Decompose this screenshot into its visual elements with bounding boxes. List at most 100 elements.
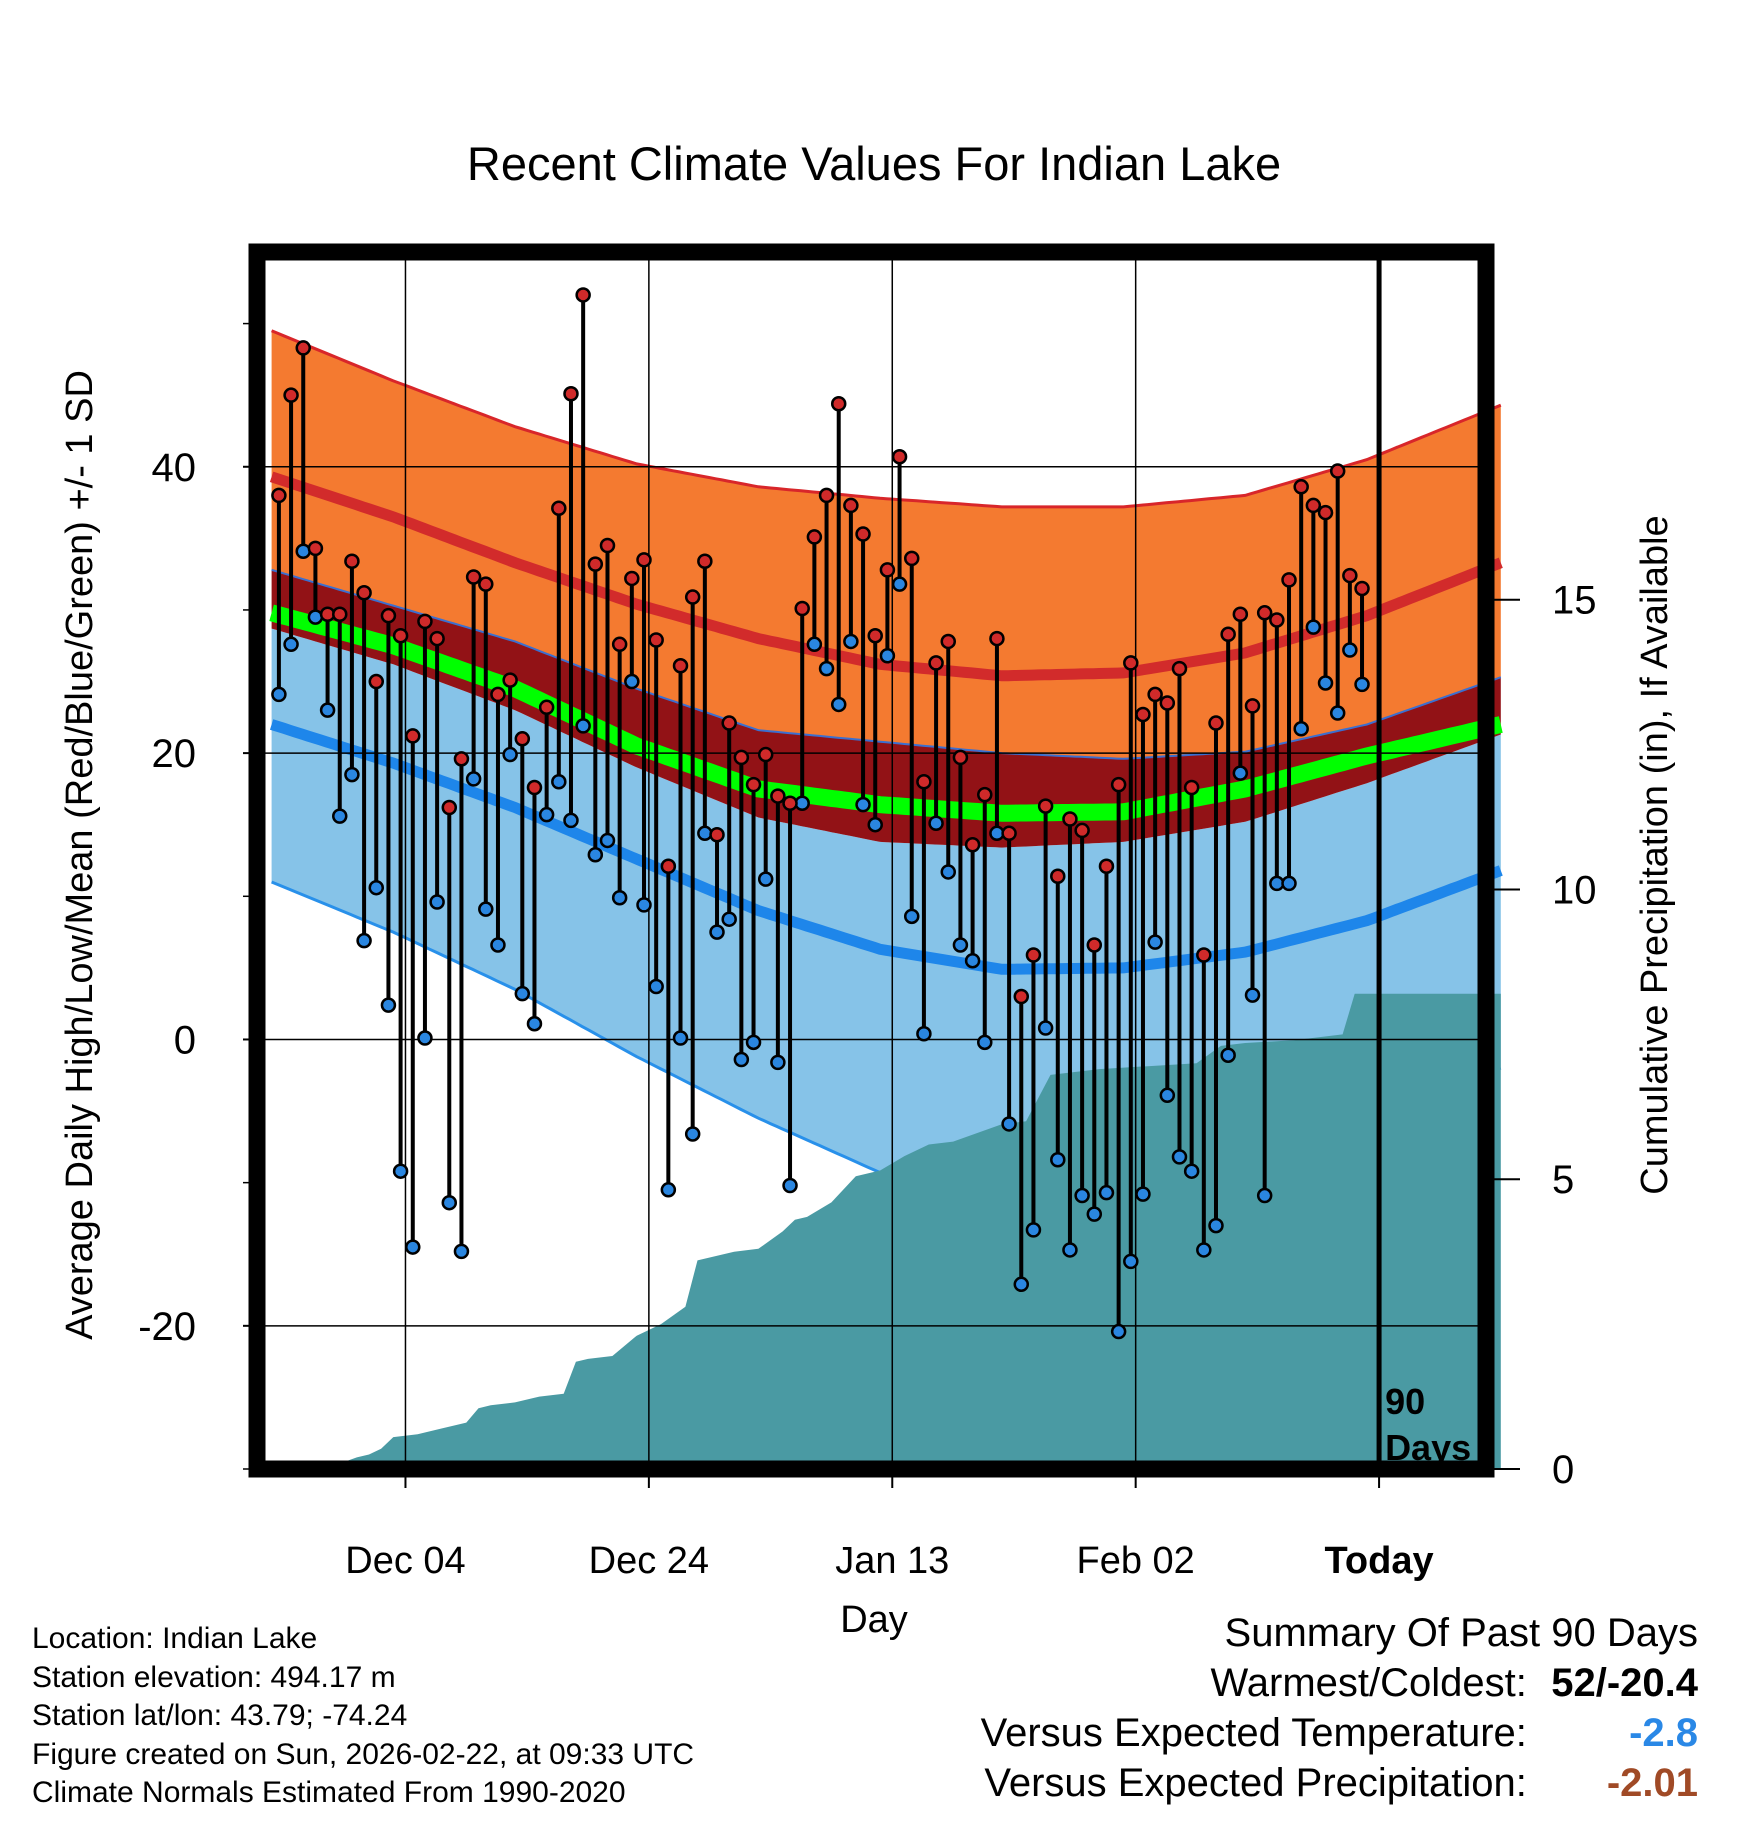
daily-low-point [806,636,823,653]
daily-high-point [1208,715,1224,731]
daily-low-point [1159,1087,1176,1104]
daily-high-point [538,699,555,716]
daily-high-point [903,550,920,567]
x-tick-label: Today [1325,1540,1434,1582]
daily-low-point [514,985,531,1002]
daily-high-point [1317,504,1334,521]
daily-low-point [733,1051,750,1068]
daily-low-point [441,1194,458,1211]
daily-low-point [1147,934,1163,950]
daily-low-point [1220,1047,1236,1063]
daily-low-point [1171,1149,1188,1165]
daily-low-point [672,1030,689,1046]
daily-high-point [575,287,591,303]
y-axis-left: -20 0 20 40 [138,322,257,1470]
warm-cold-value: 52/-20.4 [1551,1661,1698,1705]
daily-low-point [1232,765,1249,781]
daily-low-point [818,660,835,677]
daily-high-point [295,340,311,356]
y2-tick-label: 5 [1552,1158,1574,1202]
daily-low-point [940,864,957,880]
daily-low-point [1062,1242,1078,1258]
daily-high-point [526,779,543,796]
x-axis: Dec 04 Dec 24 Jan 13 Feb 02 Today [345,1469,1434,1582]
daily-high-point [952,749,969,766]
daily-high-point [1281,572,1297,588]
daily-low-point [1196,1242,1212,1258]
daily-low-point [1123,1253,1139,1270]
daily-high-point [344,553,360,570]
daily-low-point [891,576,908,592]
daily-low-point [332,808,348,824]
plot-area: -20 0 20 40 0 5 10 15 Dec 04 Dec 24 Jan 13 Feb 02 To… [138,243,1597,1582]
summary-precip: Versus Expected Precipitation: -2.01 [981,1758,1698,1808]
daily-low-point [709,924,725,940]
daily-low-point [295,543,311,559]
daily-high-point [709,826,725,843]
daily-high-point [441,799,458,816]
summary-warm-cold: Warmest/Coldest: 52/-20.4 [981,1658,1699,1708]
summary-temp: Versus Expected Temperature: -2.8 [981,1708,1698,1758]
y2-tick-label: 10 [1552,868,1597,912]
daily-low-point [648,978,664,995]
daily-low-point [843,633,859,650]
daily-high-point [478,576,494,592]
daily-high-point [636,552,652,568]
daily-high-point [1037,798,1054,814]
daily-high-point [514,731,531,747]
daily-high-point [380,607,397,624]
daily-high-point [1354,580,1370,597]
precip-anomaly-label: Versus Expected Precipitation: [984,1761,1527,1805]
daily-high-point [563,385,579,402]
x-axis-label: Day [840,1599,908,1641]
daily-low-point [1256,1187,1273,1204]
daily-low-point [587,847,604,863]
x-tick-label: Dec 04 [345,1540,465,1582]
daily-high-point [1244,698,1261,714]
daily-high-point [1123,655,1139,671]
daily-high-point [405,728,421,744]
daily-high-point [964,837,981,853]
daily-high-point [891,448,908,465]
station-info: Location: Indian Lake Station elevation:… [32,1620,694,1813]
daily-high-point [1256,605,1273,621]
daily-high-point [672,658,689,674]
daily-high-point [551,500,567,517]
daily-low-point [1329,705,1346,721]
today-label-days-text: Days [1385,1427,1471,1468]
daily-low-point [916,1025,932,1042]
daily-low-point [271,686,287,703]
daily-high-point [1086,937,1103,953]
daily-high-point [1062,811,1078,827]
daily-low-point [1098,1184,1115,1201]
high-temp-band [271,330,1501,759]
daily-low-point [283,636,299,653]
temp-anomaly-label: Versus Expected Temperature: [980,1711,1527,1755]
daily-low-point [429,894,445,910]
y2-axis-label: Cumulative Precipitation (in), If Availa… [1634,515,1676,1194]
y2-tick-label: 15 [1552,579,1597,623]
daily-high-point [1183,779,1200,796]
daily-high-point [392,627,409,644]
daily-low-point [1305,619,1322,635]
daily-low-point [1086,1206,1103,1222]
daily-high-point [368,673,385,690]
x-tick-label: Jan 13 [835,1540,949,1582]
daily-high-point [587,556,604,572]
daily-high-point [806,529,823,545]
info-elevation: Station elevation: 494.17 m [32,1660,396,1694]
daily-low-point [855,796,871,813]
x-tick-label: Feb 02 [1077,1540,1195,1582]
x-tick-label: Dec 24 [589,1540,709,1582]
today-annotation: 90 Days [1385,1381,1471,1468]
daily-low-point [611,889,628,906]
daily-low-point [977,1034,993,1051]
daily-high-point [1013,988,1030,1005]
daily-low-point [745,1034,762,1051]
precip-anomaly-value: -2.01 [1606,1761,1698,1805]
daily-high-point [429,630,445,647]
daily-low-point [660,1182,677,1198]
daily-low-point [1208,1217,1224,1234]
daily-low-point [307,609,324,625]
daily-high-point [794,600,810,617]
